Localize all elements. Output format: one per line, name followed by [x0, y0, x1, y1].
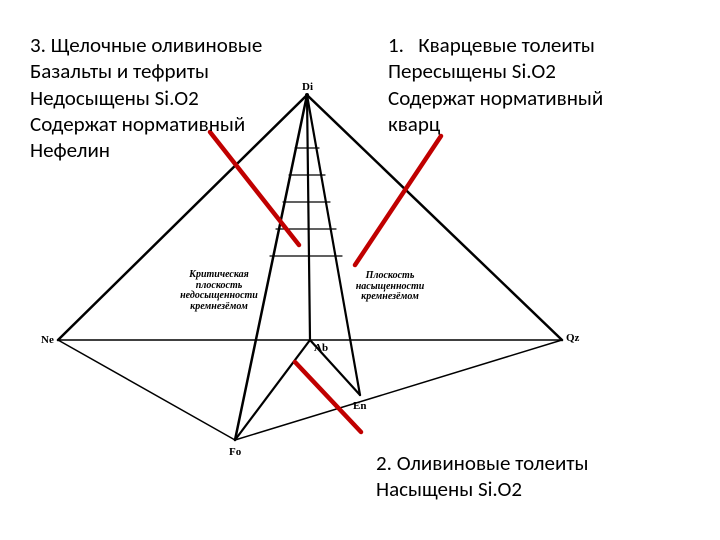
- vertex-label-di: Di: [302, 81, 313, 93]
- inner-label-line: Критическая: [165, 270, 273, 281]
- caption-line: 3. Щелочные оливиновые: [30, 32, 262, 58]
- caption-line: Пересыщены Si.O2: [388, 58, 603, 84]
- vertex-label-en: En: [353, 400, 366, 412]
- caption-line: Насыщены Si.O2: [376, 476, 588, 502]
- inner-label-critical-plane: Критическаяплоскостьнедосыщенностикремне…: [165, 270, 273, 312]
- region-indicator-line: [295, 362, 361, 432]
- caption-block-2: 2. Оливиновые толеитыНасыщены Si.O2: [376, 450, 588, 503]
- caption-block-1: 1. Кварцевые толеитыПересыщены Si.O2Соде…: [388, 32, 603, 137]
- inner-label-line: Плоскость: [336, 271, 444, 282]
- vertex-label-fo: Fo: [229, 446, 241, 458]
- caption-line: Недосыщены Si.O2: [30, 85, 262, 111]
- caption-line: Содержат нормативный: [388, 85, 603, 111]
- caption-line: Базальты и тефриты: [30, 58, 262, 84]
- inner-label-saturation-plane: Плоскостьнасыщенностикремнезёмом: [336, 271, 444, 303]
- caption-line: кварц: [388, 111, 603, 137]
- vertex-label-ab: Ab: [314, 342, 328, 354]
- caption-block-3: 3. Щелочные оливиновыеБазальты и тефриты…: [30, 32, 262, 163]
- inner-label-line: недосыщенности: [165, 291, 273, 302]
- caption-line: Содержат нормативный: [30, 111, 262, 137]
- region-indicator-line: [355, 136, 441, 265]
- vertex-label-ne: Ne: [41, 334, 54, 346]
- diagram-canvas: 3. Щелочные оливиновыеБазальты и тефриты…: [0, 0, 720, 540]
- caption-line: 2. Оливиновые толеиты: [376, 450, 588, 476]
- inner-label-line: кремнезёмом: [165, 302, 273, 313]
- caption-line: 1. Кварцевые толеиты: [388, 32, 603, 58]
- inner-label-line: кремнезёмом: [336, 292, 444, 303]
- caption-line: Нефелин: [30, 137, 262, 163]
- vertex-label-qz: Qz: [566, 332, 579, 344]
